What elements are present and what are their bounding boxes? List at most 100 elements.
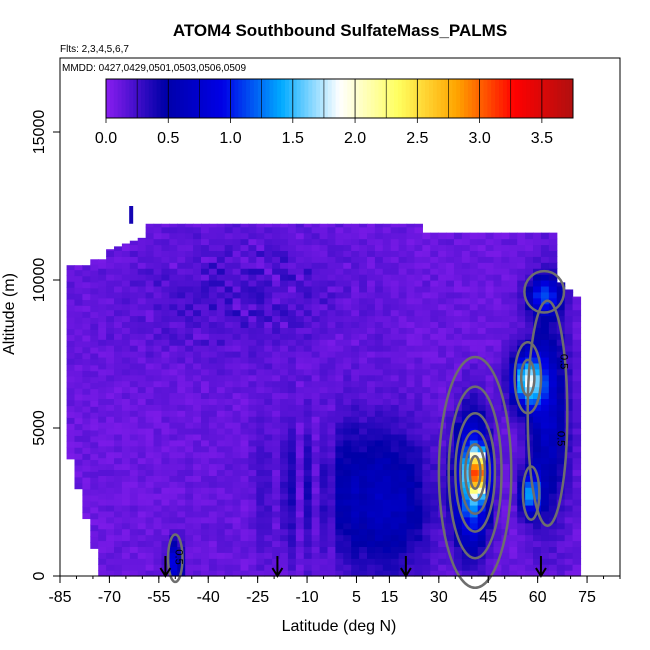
heatmap-cell: [200, 256, 210, 263]
heatmap-cell: [311, 481, 321, 488]
heatmap-cell: [200, 285, 210, 293]
heatmap-cell: [200, 416, 210, 423]
heatmap-cell: [121, 243, 131, 246]
heatmap-cell: [169, 493, 178, 500]
heatmap-cell: [295, 445, 305, 453]
heatmap-cell: [556, 445, 566, 453]
heatmap-cell: [461, 232, 471, 240]
heatmap-cell: [137, 540, 147, 547]
heatmap-cell: [556, 315, 566, 323]
heatmap-cell: [98, 309, 107, 317]
heatmap-cell: [295, 256, 305, 263]
heatmap-cell: [509, 244, 518, 251]
heatmap-cell: [200, 493, 210, 500]
heatmap-cell: [343, 534, 352, 542]
heatmap-cell: [153, 386, 163, 394]
heatmap-cell: [367, 463, 376, 471]
heatmap-cell: [485, 333, 495, 340]
heatmap-cell: [145, 469, 155, 476]
heatmap-cell: [264, 303, 273, 311]
heatmap-cell: [311, 351, 321, 358]
heatmap-cell: [224, 439, 234, 447]
heatmap-cell: [216, 321, 226, 328]
heatmap-cell: [185, 297, 194, 305]
heatmap-cell: [351, 309, 360, 317]
heatmap-cell: [129, 445, 139, 453]
heatmap-cell: [208, 223, 218, 228]
heatmap-cell: [240, 439, 250, 447]
heatmap-cell: [343, 564, 352, 571]
heatmap-cell: [216, 457, 226, 465]
heatmap-cell: [477, 274, 487, 281]
heatmap-cell: [469, 291, 479, 299]
heatmap-cell: [469, 540, 479, 547]
heatmap-cell: [525, 540, 534, 547]
heatmap-cell: [319, 510, 329, 518]
heatmap-cell: [446, 262, 455, 269]
heatmap-cell: [169, 433, 178, 441]
heatmap-cell: [224, 309, 234, 317]
heatmap-cell: [240, 392, 250, 399]
heatmap-cell: [335, 232, 344, 240]
heatmap-cell: [161, 374, 170, 382]
heatmap-cell: [145, 528, 155, 536]
x-tick-label: -10: [295, 589, 318, 606]
heatmap-cell: [335, 315, 344, 323]
heatmap-cell: [280, 256, 289, 263]
heatmap-cell: [66, 441, 76, 448]
colorbar-segment: [316, 79, 321, 118]
heatmap-cell: [177, 303, 186, 311]
heatmap-cell: [351, 410, 360, 417]
heatmap-cell: [556, 463, 566, 471]
heatmap-cell: [311, 552, 321, 559]
heatmap-cell: [382, 327, 392, 334]
heatmap-cell: [485, 516, 495, 524]
heatmap-cell: [90, 447, 99, 455]
heatmap-cell: [548, 268, 558, 275]
heatmap-cell: [461, 351, 471, 358]
heatmap-cell: [185, 268, 194, 275]
heatmap-cell: [564, 481, 574, 488]
x-tick-label: -70: [98, 589, 121, 606]
heatmap-cell: [129, 428, 139, 435]
heatmap-cell: [367, 558, 376, 565]
heatmap-cell: [208, 262, 218, 269]
heatmap-cell: [303, 386, 313, 394]
heatmap-cell: [256, 327, 265, 334]
heatmap-cell: [367, 404, 376, 411]
heatmap-cell: [351, 297, 360, 305]
heatmap-cell: [335, 368, 344, 376]
heatmap-cell: [446, 516, 455, 524]
heatmap-cell: [303, 564, 313, 571]
heatmap-cell: [153, 433, 163, 441]
colorbar-segment: [257, 79, 263, 118]
heatmap-cell: [319, 439, 329, 447]
heatmap-cell: [422, 297, 431, 305]
heatmap-cell: [438, 374, 447, 382]
heatmap-cell: [367, 345, 376, 352]
heatmap-cell: [343, 570, 352, 577]
colorbar-segment: [117, 79, 123, 118]
heatmap-cell: [501, 570, 510, 577]
heatmap-cell: [477, 345, 487, 352]
heatmap-cell: [216, 339, 226, 346]
heatmap-cell: [121, 291, 131, 299]
heatmap-cell: [390, 422, 400, 429]
heatmap-cell: [438, 291, 447, 299]
heatmap-cell: [145, 291, 155, 299]
heatmap-cell: [193, 439, 202, 447]
heatmap-cell: [311, 510, 321, 518]
heatmap-cell: [256, 481, 265, 488]
heatmap-cell: [66, 304, 76, 312]
heatmap-cell: [114, 540, 123, 547]
heatmap-cell: [501, 475, 510, 482]
heatmap-cell: [200, 268, 210, 275]
heatmap-cell: [509, 422, 518, 429]
heatmap-cell: [161, 469, 170, 476]
heatmap-cell: [343, 528, 352, 536]
heatmap-cell: [280, 268, 289, 275]
heatmap-cell: [335, 226, 344, 234]
heatmap-cell: [177, 250, 186, 257]
heatmap-cell: [327, 250, 336, 257]
heatmap-cell: [517, 256, 526, 263]
